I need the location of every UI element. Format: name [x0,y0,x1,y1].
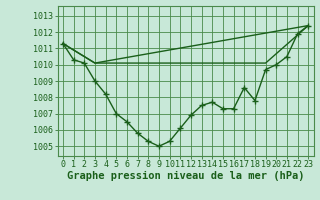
X-axis label: Graphe pression niveau de la mer (hPa): Graphe pression niveau de la mer (hPa) [67,171,304,181]
